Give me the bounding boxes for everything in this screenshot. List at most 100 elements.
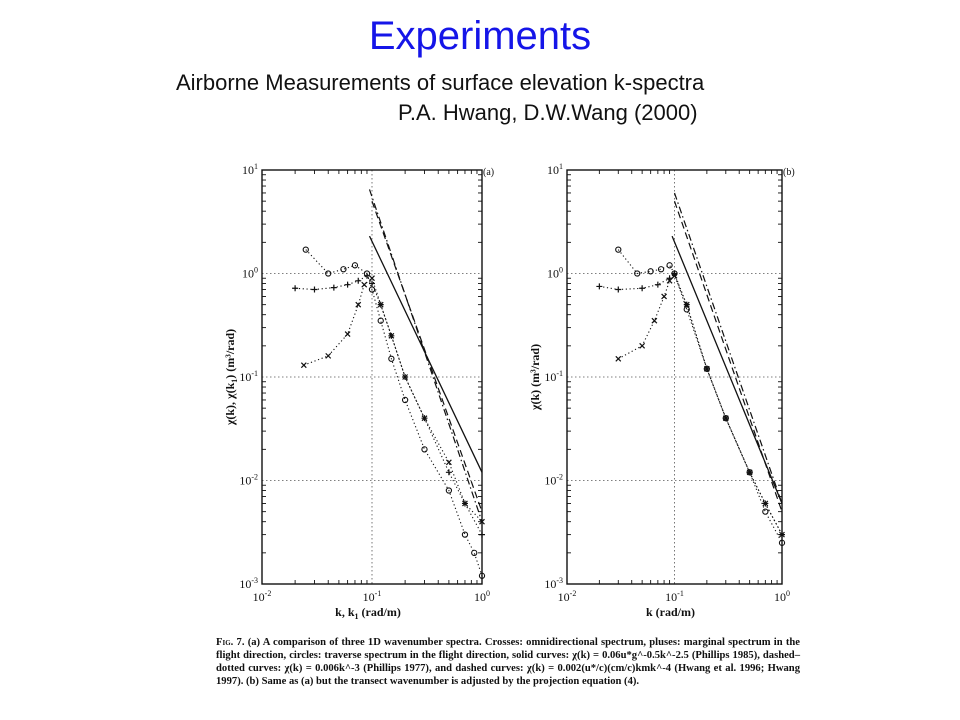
data-point-cross	[639, 342, 646, 349]
y-tick-label: 100	[242, 266, 258, 281]
data-point-plus	[654, 281, 661, 288]
series-line-dotted-circle	[617, 249, 783, 544]
series-line-dotted-plus	[295, 275, 483, 535]
series-line-dashdot	[673, 192, 783, 504]
data-point-cross	[300, 362, 307, 369]
data-point-circle	[363, 270, 371, 277]
data-point-circle	[647, 268, 654, 275]
data-point-cross	[651, 317, 658, 324]
data-point-plus	[671, 270, 678, 277]
data-point-plus	[292, 285, 299, 292]
data-point-circle	[746, 469, 753, 476]
data-point-plus	[388, 332, 395, 339]
x-tick-label: 10-2	[253, 589, 272, 604]
panel-label: (b)	[783, 167, 795, 178]
caption-text: (a) A comparison of three 1D wavenumber …	[216, 637, 800, 687]
data-point-plus	[722, 415, 729, 422]
data-point-cross	[615, 355, 622, 362]
plot-frame	[261, 169, 483, 585]
data-point-cross	[344, 331, 351, 337]
data-point-circle	[703, 365, 711, 372]
data-point-cross	[445, 459, 452, 466]
data-point-plus	[479, 531, 485, 538]
data-point-cross	[361, 281, 368, 288]
data-point-circle	[778, 539, 786, 546]
series-line-dotted-cross	[618, 274, 783, 535]
y-tick-label: 10-3	[544, 576, 563, 591]
data-point-circle	[401, 396, 409, 404]
y-tick-label: 10-1	[239, 369, 258, 384]
caption-label: Fig. 7.	[216, 637, 245, 648]
y-tick-label: 100	[547, 266, 563, 281]
data-point-circle	[325, 270, 332, 277]
data-point-plus	[377, 301, 384, 308]
data-point-circle	[368, 286, 376, 293]
x-tick-label: 10-1	[363, 589, 382, 604]
data-point-circle	[302, 246, 309, 253]
y-axis-label: χ(k) (m³/rad)	[528, 344, 542, 411]
data-point-plus	[445, 469, 452, 476]
data-point-plus	[355, 277, 362, 284]
data-point-circle	[377, 317, 384, 324]
data-point-circle	[388, 355, 395, 362]
series-line-dashed	[673, 201, 783, 512]
data-point-plus	[639, 285, 646, 292]
data-point-plus	[615, 286, 622, 293]
data-point-plus	[666, 275, 673, 282]
y-tick-label: 101	[547, 162, 563, 177]
series-line-solid	[671, 235, 783, 504]
y-tick-label: 10-3	[239, 576, 258, 591]
series-line-dotted-plus	[599, 272, 783, 535]
data-point-circle	[351, 262, 359, 269]
series-line-dashdot	[368, 189, 483, 522]
x-axis-label: k, k1 (rad/m)	[335, 605, 401, 621]
data-point-circle	[421, 446, 428, 453]
data-point-circle	[340, 266, 347, 273]
data-point-plus	[421, 415, 428, 422]
data-point-circle	[671, 270, 678, 277]
panel-label: (a)	[483, 167, 494, 178]
data-point-circle	[722, 415, 729, 422]
data-point-plus	[779, 531, 785, 538]
data-point-circle	[634, 270, 641, 277]
data-point-circle	[461, 531, 469, 538]
data-point-circle	[615, 246, 622, 253]
data-point-plus	[746, 469, 753, 476]
slide-subtitle: Airborne Measurements of surface elevati…	[176, 70, 705, 95]
slide-authors: P.A. Hwang, D.W.Wang (2000)	[398, 100, 698, 125]
y-tick-label: 10-2	[544, 473, 563, 488]
x-axis-label: k (rad/m)	[646, 605, 695, 619]
data-point-circle	[478, 572, 486, 579]
data-point-circle	[657, 266, 665, 273]
x-tick-label: 10-2	[558, 589, 577, 604]
x-tick-label: 100	[474, 589, 490, 604]
data-point-plus	[330, 284, 337, 291]
data-point-plus	[596, 283, 603, 290]
data-point-plus	[311, 286, 318, 293]
data-point-plus	[402, 374, 409, 380]
data-point-circle	[471, 549, 478, 556]
x-tick-label: 100	[774, 589, 790, 604]
data-point-cross	[325, 352, 332, 359]
data-point-plus	[344, 281, 351, 288]
y-tick-label: 10-2	[239, 473, 258, 488]
data-point-circle	[762, 508, 769, 515]
slide-title: Experiments	[368, 14, 592, 58]
data-point-cross	[369, 275, 375, 282]
figure-caption: Fig. 7. (a) A comparison of three 1D wav…	[216, 636, 800, 688]
data-point-plus	[369, 280, 375, 287]
x-tick-label: 10-1	[665, 589, 684, 604]
data-point-circle	[666, 262, 673, 269]
data-point-cross	[661, 293, 668, 300]
data-point-circle	[683, 306, 690, 313]
y-axis-label: χ(k), χ(k1) (m³/rad)	[223, 329, 239, 426]
y-tick-label: 101	[242, 162, 258, 177]
data-point-plus	[762, 500, 769, 507]
plot-frame	[566, 169, 783, 585]
series-line-dotted-circle	[305, 249, 483, 576]
data-point-plus	[703, 365, 710, 372]
data-point-cross	[355, 301, 362, 308]
